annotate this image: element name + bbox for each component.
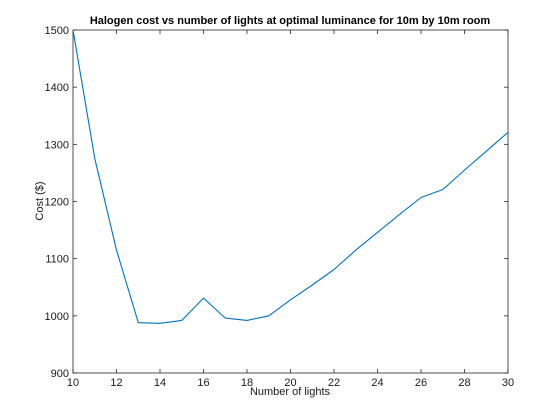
y-tick-label: 1500 xyxy=(45,25,69,37)
x-tick-label: 24 xyxy=(371,377,383,389)
y-tick-label: 1100 xyxy=(45,254,69,266)
x-tick-label: 16 xyxy=(197,377,209,389)
axes-frame xyxy=(72,29,509,374)
x-tick-label: 20 xyxy=(284,377,296,389)
y-tick-label: 900 xyxy=(51,368,69,380)
plot-area: 10 12 14 16 18 20 22 24 26 28 30 900 1000 1100 1200 130… xyxy=(45,25,515,389)
x-axis-label: Number of lights xyxy=(250,386,331,398)
x-tick-label: 12 xyxy=(110,377,122,389)
y-tick-label: 1000 xyxy=(45,311,69,323)
y-tick-label: 1400 xyxy=(45,82,69,94)
series-line xyxy=(72,29,509,324)
y-tick-label: 1300 xyxy=(45,139,69,151)
x-tick-label: 26 xyxy=(415,377,427,389)
x-tick-label: 14 xyxy=(154,377,166,389)
x-tick-label: 10 xyxy=(67,377,79,389)
x-tick-label: 28 xyxy=(458,377,470,389)
y-tick-label: 1200 xyxy=(45,197,69,209)
y-axis-label: Cost ($) xyxy=(34,181,46,220)
x-tick-label: 22 xyxy=(328,377,340,389)
x-tick-label: 30 xyxy=(502,377,514,389)
chart-title: Halogen cost vs number of lights at opti… xyxy=(90,15,491,27)
x-tick-label: 18 xyxy=(241,377,253,389)
